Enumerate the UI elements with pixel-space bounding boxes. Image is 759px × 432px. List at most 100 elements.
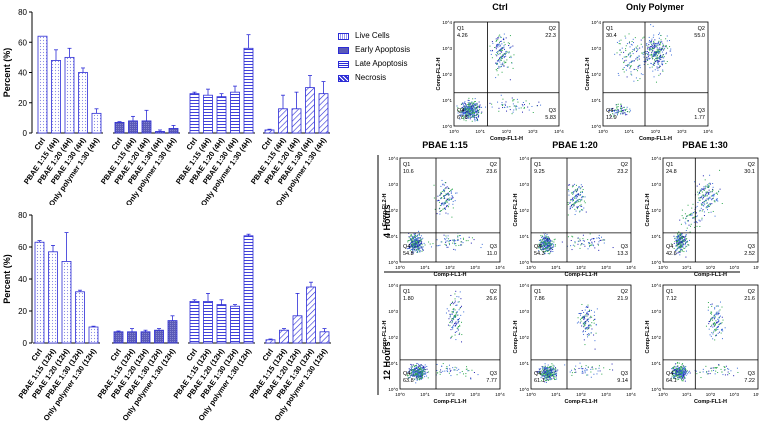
flow-event	[411, 372, 413, 374]
flow-event	[422, 237, 424, 239]
flow-event	[685, 217, 687, 219]
flow-event	[656, 47, 658, 49]
flow-event	[541, 375, 543, 377]
flow-event	[468, 104, 470, 106]
flow-event	[418, 376, 420, 378]
flow-event	[542, 236, 544, 238]
flow-event	[623, 51, 625, 53]
flow-event	[648, 41, 650, 43]
flow-event	[499, 49, 501, 51]
flow-event	[590, 376, 592, 378]
flow-event	[591, 316, 593, 318]
flow-event	[439, 194, 441, 196]
flow-event	[548, 237, 550, 239]
flow-event	[657, 41, 659, 43]
bar	[127, 331, 137, 344]
flow-event	[452, 367, 454, 369]
flow-event	[504, 44, 506, 46]
flow-event	[653, 48, 655, 50]
flow-event	[503, 33, 505, 35]
flow-event	[541, 372, 543, 374]
flow-event	[417, 245, 419, 247]
flow-event	[546, 370, 548, 372]
flow-event	[416, 375, 418, 377]
flow-event	[496, 51, 498, 53]
flow-event	[681, 235, 683, 237]
flow-event	[617, 112, 619, 114]
flow-event	[710, 311, 712, 313]
flow-event	[672, 367, 674, 369]
flow-event	[458, 320, 460, 322]
flow-event	[422, 366, 424, 368]
flow-event	[713, 200, 715, 202]
flow-event	[550, 365, 552, 367]
flow-event	[464, 109, 466, 111]
flow-event	[649, 46, 651, 48]
flow-event	[585, 315, 587, 317]
quadrant-name: Q4	[457, 108, 464, 114]
flow-event	[546, 245, 548, 247]
flow-event	[450, 375, 452, 377]
flow-event	[469, 102, 471, 104]
flow-event	[462, 242, 464, 244]
quadrant-name: Q1	[534, 289, 541, 295]
flow-event	[485, 106, 487, 108]
flow-event	[682, 376, 684, 378]
flow-event	[703, 194, 705, 196]
flow-event	[571, 204, 573, 206]
flow-event	[442, 370, 444, 372]
flow-event	[673, 242, 675, 244]
flow-event	[575, 210, 577, 212]
flow-event	[478, 115, 480, 117]
flow-event	[699, 209, 701, 211]
flow-event	[581, 205, 583, 207]
y-tick-label: 10^2	[519, 335, 529, 340]
flow-event	[579, 198, 581, 200]
flow-event	[685, 246, 687, 248]
legend-label: Early Apoptosis	[355, 45, 411, 54]
flow-event	[712, 323, 714, 325]
flow-event	[550, 379, 552, 381]
flow-event	[589, 309, 591, 311]
flow-event	[659, 58, 661, 60]
flow-event	[452, 195, 454, 197]
flow-event	[414, 371, 416, 373]
flow-event	[409, 372, 411, 374]
flow-event	[480, 247, 482, 249]
flow-event	[546, 369, 548, 371]
flow-event	[477, 111, 479, 113]
flow-event	[540, 242, 542, 244]
flow-event	[690, 223, 692, 225]
flow-event	[467, 110, 469, 112]
flow-event	[692, 203, 694, 205]
flow-event	[678, 235, 680, 237]
flow-event	[693, 221, 695, 223]
quadrant-name: Q4	[534, 371, 541, 377]
flow-event	[444, 190, 446, 192]
x-tick-label: 10^4	[495, 265, 505, 270]
flow-event	[456, 239, 458, 241]
flow-event	[415, 245, 417, 247]
flow-event	[456, 367, 458, 369]
flow-event	[414, 250, 416, 252]
flow-event	[583, 200, 585, 202]
flow-event	[707, 209, 709, 211]
flow-event	[674, 368, 676, 370]
y-tick-label: 10^3	[388, 309, 398, 314]
flow-event	[441, 202, 443, 204]
flow-event	[448, 199, 450, 201]
flow-event	[544, 248, 546, 250]
flow-event	[625, 56, 627, 58]
flow-event	[546, 369, 548, 371]
flow-event	[657, 57, 659, 59]
flow-event	[707, 199, 709, 201]
flow-event	[438, 200, 440, 202]
quadrant-value: 64.1	[666, 378, 677, 384]
legend-swatch-late	[338, 60, 349, 68]
flow-event	[411, 369, 413, 371]
flow-event	[422, 375, 424, 377]
flow-event	[678, 367, 680, 369]
flow-event	[702, 371, 704, 373]
flow-event	[452, 239, 454, 241]
flow-event	[466, 104, 468, 106]
